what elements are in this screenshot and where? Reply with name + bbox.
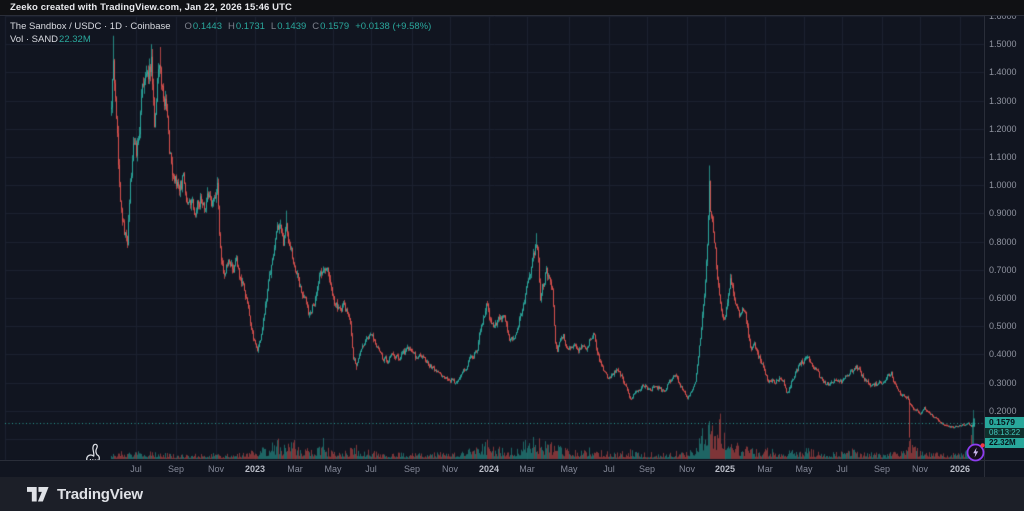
- price-tick-label: 1.3000: [989, 95, 1017, 106]
- time-tick-label: 2024: [478, 464, 500, 474]
- price-tick-label: 0.8000: [989, 236, 1017, 247]
- time-tick-label: Mar: [519, 464, 535, 474]
- last-volume-badge: 22.32M: [985, 438, 1024, 448]
- time-tick-label: Mar: [287, 464, 303, 474]
- time-tick-label: Jul: [365, 464, 377, 474]
- time-tick-label: Nov: [678, 464, 696, 474]
- axis-corner: [984, 460, 1024, 477]
- price-tick-label: 1.2000: [989, 123, 1017, 134]
- legend-open-value: 0.1443: [192, 21, 222, 32]
- price-tick-label: 1.4000: [989, 67, 1017, 78]
- time-tick-label: Sep: [638, 464, 656, 474]
- price-tick-label: 0.4000: [989, 349, 1017, 360]
- price-tick-label: 0.5000: [989, 321, 1017, 332]
- tradingview-logomark-icon: [27, 486, 49, 502]
- price-tick-label: 1.1000: [989, 152, 1017, 162]
- legend-change-value: +0.0138 (+9.58%): [355, 21, 432, 32]
- legend-low-value: 0.1439: [277, 21, 307, 32]
- legend-row-volume: Vol · SAND 22.32M: [10, 34, 431, 46]
- price-tick-label: 0.7000: [989, 264, 1017, 275]
- time-tick-label: Nov: [441, 464, 459, 474]
- legend-low-label: L: [270, 21, 277, 32]
- price-tick-label: 1.5000: [989, 39, 1017, 50]
- time-tick-label: Sep: [167, 464, 185, 474]
- legend-high-value: 0.1731: [235, 21, 265, 32]
- symbol-title[interactable]: The Sandbox / USDC · 1D · Coinbase: [10, 21, 171, 32]
- time-tick-label: 2023: [244, 464, 266, 474]
- tradingview-wordmark: TradingView: [57, 485, 143, 503]
- price-tick-label: 1.6000: [989, 16, 1017, 21]
- tradingview-logo[interactable]: TradingView: [27, 486, 143, 503]
- volume-value: 22.32M: [59, 34, 91, 45]
- time-tick-label: Sep: [403, 464, 421, 474]
- time-tick-label: May: [795, 464, 813, 474]
- time-tick-label: Mar: [757, 464, 773, 474]
- time-tick-label: Jul: [603, 464, 615, 474]
- time-tick-label: 2026: [949, 464, 971, 474]
- price-tick-label: 0.9000: [989, 208, 1017, 219]
- legend-row-main: The Sandbox / USDC · 1D · Coinbase O 0.1…: [10, 21, 431, 33]
- time-tick-label: Jul: [130, 464, 142, 474]
- legend-high-label: H: [227, 21, 235, 32]
- price-tick-label: 0.3000: [989, 377, 1017, 388]
- price-tick-label: 0.2000: [989, 405, 1017, 416]
- time-tick-label: Sep: [873, 464, 891, 474]
- last-price-badge: 0.1579: [985, 417, 1024, 428]
- alert-dot-icon: [980, 443, 985, 448]
- time-tick-label: Nov: [911, 464, 929, 474]
- price-axis[interactable]: 0.1579 08:13:22 22.32M 1.6000 1.5000 1.400…: [984, 16, 1024, 477]
- time-axis[interactable]: Jul Sep Nov 2023 Mar May Jul Sep Nov 2024 Mar May Ju…: [0, 460, 984, 477]
- time-tick-label: Nov: [207, 464, 225, 474]
- bottom-toolbar: TradingView: [0, 477, 1024, 511]
- legend-close-value: 0.1579: [320, 21, 350, 32]
- time-tick-label: 2025: [714, 464, 736, 474]
- time-tick-label: May: [560, 464, 578, 474]
- legend-open-label: O: [184, 21, 192, 32]
- symbol-legend: The Sandbox / USDC · 1D · Coinbase O 0.1…: [10, 21, 431, 46]
- legend-close-label: C: [312, 21, 320, 32]
- lightning-bolt-icon: [973, 447, 979, 458]
- price-tick-label: 1.0000: [989, 180, 1017, 191]
- bar-countdown-badge: 08:13:22: [985, 428, 1024, 438]
- attribution-text: Zeeko created with TradingView.com, Jan …: [10, 2, 292, 13]
- price-tick-label: 0.6000: [989, 293, 1017, 303]
- time-tick-label: May: [324, 464, 342, 474]
- quick-action-button[interactable]: [964, 440, 988, 464]
- attribution-bar: Zeeko created with TradingView.com, Jan …: [0, 0, 1024, 16]
- volume-label[interactable]: Vol · SAND: [10, 34, 59, 45]
- time-tick-label: Jul: [836, 464, 848, 474]
